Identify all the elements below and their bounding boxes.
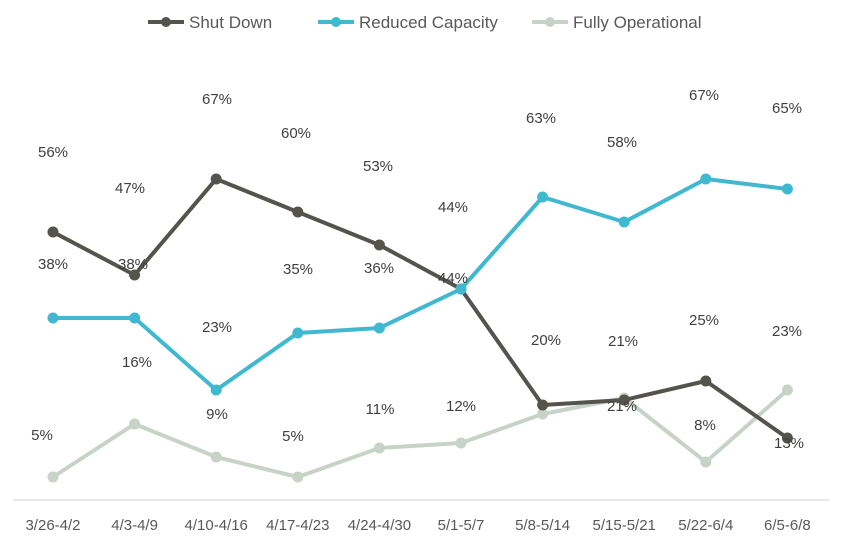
legend-marker-swatch <box>331 17 341 27</box>
series-shut-down <box>47 173 793 444</box>
data-label-fully-operational: 9% <box>206 406 228 423</box>
data-label-fully-operational: 16% <box>122 354 152 371</box>
data-point-shut-down[interactable] <box>292 206 304 218</box>
x-tick-label: 3/26-4/2 <box>25 517 80 534</box>
x-tick-label: 5/22-6/4 <box>678 517 733 534</box>
data-label-shut-down: 56% <box>38 144 68 161</box>
data-label-reduced-capacity: 67% <box>689 87 719 104</box>
data-label-fully-operational: 5% <box>31 427 53 444</box>
data-point-shut-down[interactable] <box>781 432 793 444</box>
data-point-reduced-capacity[interactable] <box>618 216 630 228</box>
data-point-fully-operational[interactable] <box>455 437 467 449</box>
series-line-fully-operational <box>51 388 789 479</box>
data-label-reduced-capacity: 63% <box>526 110 556 127</box>
series-line-reduced-capacity <box>53 177 788 392</box>
data-label-shut-down: 67% <box>202 91 232 108</box>
data-point-reduced-capacity[interactable] <box>129 312 141 324</box>
x-tick-label: 6/5-6/8 <box>764 517 811 534</box>
data-point-shut-down[interactable] <box>618 394 630 406</box>
legend-label: Fully Operational <box>573 13 702 32</box>
data-point-reduced-capacity[interactable] <box>210 384 222 396</box>
x-tick-label: 5/1-5/7 <box>438 517 485 534</box>
data-label-reduced-capacity: 23% <box>202 319 232 336</box>
data-label-reduced-capacity: 65% <box>772 100 802 117</box>
data-label-reduced-capacity: 38% <box>118 256 148 273</box>
data-label-fully-operational: 8% <box>694 417 716 434</box>
data-label-reduced-capacity: 35% <box>283 261 313 278</box>
data-label-fully-operational: 23% <box>772 323 802 340</box>
series-line-shut-down <box>52 177 789 440</box>
series-fully-operational <box>47 384 793 483</box>
data-point-fully-operational[interactable] <box>373 442 385 454</box>
data-label-layer: 56% 47% 67% 60% 53% 44% 20% 21% 25% 13% 38% 38% 23% 3… <box>31 87 804 452</box>
data-label-shut-down: 13% <box>774 435 804 452</box>
x-tick-label: 4/3-4/9 <box>111 517 158 534</box>
data-label-reduced-capacity: 38% <box>38 256 68 273</box>
data-point-shut-down[interactable] <box>373 239 385 251</box>
data-point-reduced-capacity[interactable] <box>537 191 549 203</box>
data-point-fully-operational[interactable] <box>129 418 141 430</box>
data-point-reduced-capacity[interactable] <box>700 173 712 185</box>
data-label-shut-down: 44% <box>438 199 468 216</box>
data-label-shut-down: 53% <box>363 158 393 175</box>
data-point-fully-operational[interactable] <box>700 456 712 468</box>
data-label-reduced-capacity: 58% <box>607 134 637 151</box>
data-point-fully-operational[interactable] <box>47 471 59 483</box>
data-point-fully-operational[interactable] <box>781 384 793 396</box>
data-point-shut-down[interactable] <box>537 399 549 411</box>
data-label-shut-down: 47% <box>115 180 145 197</box>
data-point-reduced-capacity[interactable] <box>292 327 304 339</box>
data-point-reduced-capacity[interactable] <box>781 183 793 195</box>
legend-marker-swatch <box>545 17 555 27</box>
x-axis-tick-labels: 3/26-4/2 4/3-4/9 4/10-4/16 4/17-4/23 4/24-4/… <box>25 517 810 534</box>
x-tick-label: 4/10-4/16 <box>185 517 248 534</box>
series-reduced-capacity <box>47 173 793 396</box>
x-tick-label: 4/24-4/30 <box>348 517 411 534</box>
x-tick-label: 5/15-5/21 <box>593 517 656 534</box>
series-layer <box>47 173 793 483</box>
data-point-reduced-capacity[interactable] <box>47 312 59 324</box>
data-point-shut-down[interactable] <box>210 173 222 185</box>
x-tick-label: 4/17-4/23 <box>266 517 329 534</box>
legend-label: Reduced Capacity <box>359 13 498 32</box>
data-point-fully-operational[interactable] <box>292 471 304 483</box>
data-label-shut-down: 60% <box>281 125 311 142</box>
data-label-fully-operational: 12% <box>446 398 476 415</box>
data-label-reduced-capacity: 36% <box>364 260 394 277</box>
legend: Shut Down Reduced Capacity Fully Operation… <box>148 13 702 32</box>
legend-label: Shut Down <box>189 13 272 32</box>
data-label-shut-down: 20% <box>531 332 561 349</box>
data-label-fully-operational: 5% <box>282 428 304 445</box>
data-label-fully-operational: 11% <box>366 401 395 418</box>
legend-item-fully-operational[interactable]: Fully Operational <box>532 13 702 32</box>
data-label-reduced-capacity: 44% <box>438 270 468 287</box>
x-tick-label: 5/8-5/14 <box>515 517 570 534</box>
data-point-fully-operational[interactable] <box>537 408 549 420</box>
data-point-reduced-capacity[interactable] <box>455 283 467 295</box>
data-label-shut-down: 21% <box>608 333 638 350</box>
legend-item-shut-down[interactable]: Shut Down <box>148 13 272 32</box>
data-point-shut-down[interactable] <box>47 226 59 238</box>
legend-item-reduced-capacity[interactable]: Reduced Capacity <box>318 13 498 32</box>
data-point-fully-operational[interactable] <box>210 451 222 463</box>
data-point-shut-down[interactable] <box>129 269 141 281</box>
data-point-shut-down[interactable] <box>700 375 712 387</box>
data-label-fully-operational: 21% <box>607 398 637 415</box>
data-label-shut-down: 25% <box>689 312 719 329</box>
data-point-reduced-capacity[interactable] <box>373 322 385 334</box>
legend-marker-swatch <box>161 17 171 27</box>
